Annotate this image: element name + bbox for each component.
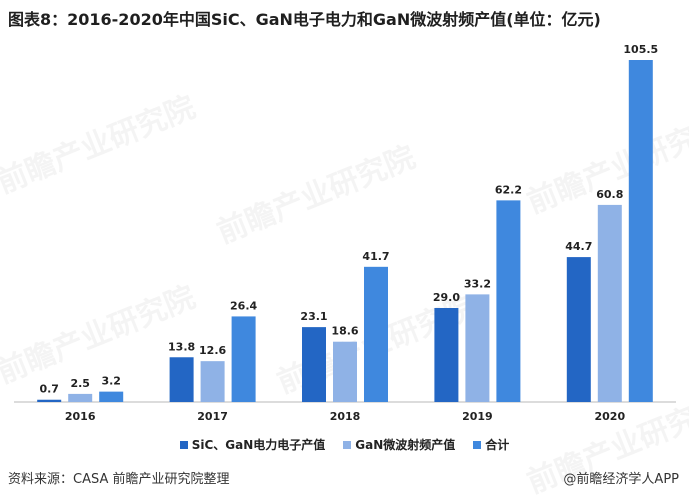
bar-2020-series-1 — [566, 257, 591, 402]
x-tick-label: 2017 — [197, 410, 228, 423]
bar-2017-series-3 — [231, 316, 256, 402]
bar-2018-series-3 — [364, 266, 388, 402]
x-tick-label: 2020 — [594, 410, 625, 423]
bar-2017-series-2 — [200, 361, 225, 402]
bar-2019-series-1 — [434, 307, 459, 402]
x-tick-label: 2018 — [330, 410, 361, 423]
legend-item: GaN微波射频产值 — [343, 436, 455, 453]
bar-2019-series-3 — [496, 200, 521, 402]
legend-label: 合计 — [485, 438, 510, 452]
data-label: 2.5 — [70, 377, 90, 390]
source-note: 资料来源：CASA 前瞻产业研究院整理 — [8, 472, 230, 487]
bar-2016-series-1 — [37, 399, 62, 402]
data-label: 18.6 — [331, 325, 358, 338]
data-label: 3.2 — [101, 375, 121, 388]
legend-label: SiC、GaN电力电子产值 — [191, 438, 326, 452]
legend-label: GaN微波射频产值 — [355, 438, 456, 452]
brand-credit: @前瞻经济学人APP — [563, 472, 679, 487]
data-label: 105.5 — [623, 43, 658, 56]
legend-swatch — [343, 441, 352, 449]
bar-2016-series-3 — [99, 391, 124, 402]
legend-item: 合计 — [473, 436, 509, 453]
data-label: 13.8 — [168, 340, 195, 353]
data-label: 29.0 — [433, 291, 460, 304]
bar-2017-series-1 — [169, 357, 194, 402]
legend-item: SiC、GaN电力电子产值 — [179, 436, 326, 453]
data-label: 44.7 — [565, 240, 592, 253]
x-tick-label: 2016 — [65, 410, 96, 423]
bar-2016-series-2 — [68, 393, 93, 402]
x-tick-label: 2019 — [462, 410, 493, 423]
data-label: 26.4 — [230, 299, 257, 312]
data-label: 41.7 — [362, 250, 389, 263]
data-label: 23.1 — [300, 310, 327, 323]
data-label: 12.6 — [199, 344, 226, 357]
data-label: 0.7 — [39, 383, 59, 396]
legend-swatch — [179, 441, 188, 449]
legend: SiC、GaN电力电子产值 GaN微波射频产值 合计 — [0, 436, 689, 453]
legend-swatch — [473, 441, 482, 449]
bar-2018-series-2 — [333, 341, 357, 402]
data-label: 62.2 — [495, 183, 522, 196]
data-label: 33.2 — [464, 277, 491, 290]
bar-2020-series-2 — [597, 204, 622, 402]
bar-2019-series-2 — [465, 294, 490, 402]
bar-2018-series-1 — [302, 327, 326, 402]
chart-title: 图表8：2016-2020年中国SiC、GaN电子电力和GaN微波射频产值(单位… — [8, 10, 601, 29]
bar-2020-series-3 — [628, 60, 653, 402]
data-label: 60.8 — [596, 188, 623, 201]
